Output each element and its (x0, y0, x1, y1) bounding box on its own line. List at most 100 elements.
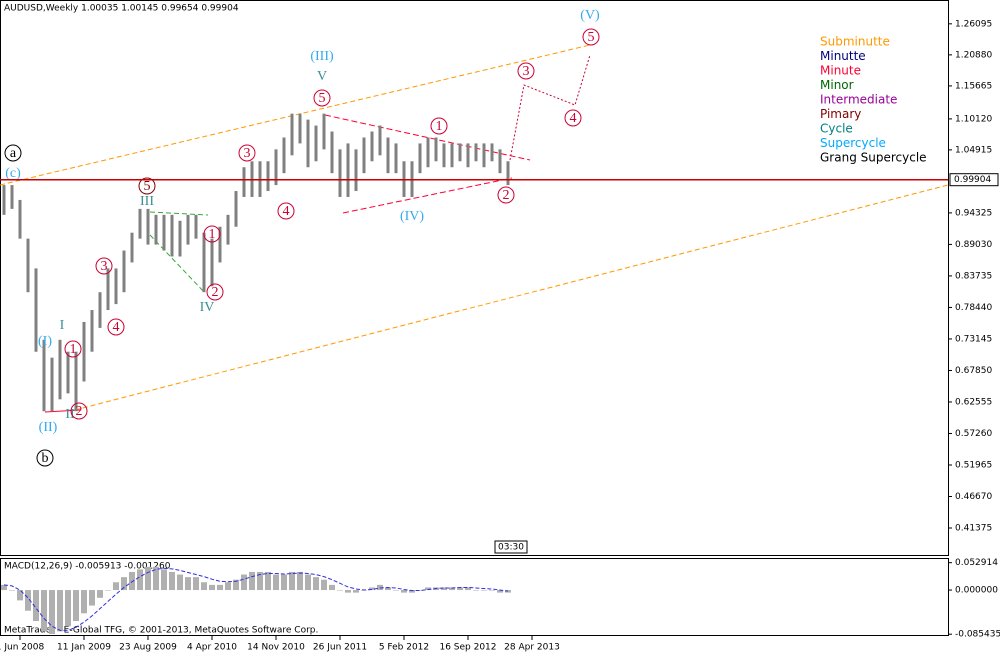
chart-title: AUDUSD,Weekly 1.00035 1.00145 0.99654 0.… (4, 4, 239, 14)
wave-label: (I) (38, 334, 52, 349)
x-tick-label: 26 Jun 2011 (313, 643, 367, 653)
green-line (149, 211, 209, 216)
macd-histogram-bar (169, 571, 175, 591)
triangle-lower (342, 177, 513, 214)
macd-histogram-bar (489, 590, 495, 591)
macd-histogram-bar (97, 590, 103, 598)
x-tick-label: 5 Feb 2012 (379, 643, 429, 653)
macd-histogram-bar (113, 582, 119, 591)
wave-label: III (140, 194, 154, 209)
wave-circle (564, 109, 582, 127)
macd-histogram-bar (161, 569, 167, 591)
y-tick-label: 0.78440 (955, 303, 992, 313)
wave-label: I (60, 318, 65, 333)
macd-y-tick-label: 0.000000 (955, 586, 998, 596)
macd-histogram-bar (185, 577, 191, 591)
macd-histogram-bar (377, 584, 383, 591)
y-tick-label: 0.67850 (955, 366, 992, 376)
y-tick-label: 0.89030 (955, 240, 992, 250)
macd-histogram-bar (57, 590, 63, 632)
wave-label: 3 (244, 146, 251, 161)
wave-circle (64, 340, 82, 358)
wave-label: 1 (436, 119, 443, 134)
macd-histogram-bar (201, 582, 207, 591)
y-tick-label: 1.26095 (955, 19, 992, 29)
macd-histogram-bar (345, 590, 351, 593)
wave-label: 3 (101, 259, 108, 274)
wave-label: 2 (76, 404, 83, 419)
x-tick-label: 11 Jan 2009 (57, 643, 111, 653)
wave-label: 2 (212, 285, 219, 300)
macd-histogram-bar (17, 590, 23, 601)
wave-label: b (42, 451, 49, 466)
legend-entry: Pimary (820, 107, 861, 121)
wave-label: 1 (70, 342, 77, 357)
macd-histogram-bar (121, 577, 127, 591)
y-tick-label: 0.62555 (955, 397, 992, 407)
footer: MetaTrader - E-Global TFG, © 2001-2013, … (4, 626, 318, 636)
legend-entry: Minute (820, 64, 861, 78)
legend-entry: Minutte (820, 49, 866, 63)
macd-frame (0, 558, 949, 636)
macd-histogram-bar (457, 587, 463, 591)
x-tick-label: 1 Jun 2008 (0, 643, 44, 653)
wave-labels: (V)534(III)V51342(IV)a(c)5III312IV4I(I)1… (4, 8, 600, 467)
macd-histogram-bar (193, 577, 199, 591)
macd-histogram-bar (265, 571, 271, 591)
price-bars (2, 113, 510, 412)
macd-histogram-bar (321, 579, 327, 591)
wave-circle (313, 89, 331, 107)
macd-title: MACD(12,26,9) -0.005913 -0.001260 (4, 562, 171, 572)
wave-circle (277, 202, 295, 220)
macd-histogram-bar (257, 571, 263, 591)
legend-entry: Minor (820, 78, 854, 92)
macd-histogram-bar (289, 571, 295, 591)
wave-label: a (10, 146, 17, 161)
wave-circle (582, 28, 600, 46)
green-line (149, 234, 206, 294)
macd-histogram-bar (105, 590, 111, 591)
timer-box (494, 540, 528, 554)
wave-label: 4 (113, 320, 120, 335)
x-tick-label: 28 Apr 2013 (504, 643, 560, 653)
macd-histogram-bar (41, 590, 47, 632)
macd-histogram-bar (473, 590, 479, 591)
wave-label: 5 (319, 91, 326, 106)
macd-histogram-bar (505, 590, 511, 593)
macd-histogram-bar (313, 577, 319, 591)
macd-histogram-bar (393, 590, 399, 591)
macd-histogram-bar (73, 590, 79, 622)
x-tick-label: 4 Apr 2010 (187, 643, 237, 653)
macd-histogram-bar (217, 584, 223, 591)
wave-circle (107, 318, 125, 336)
wave-circle (36, 449, 54, 467)
wave-circle (4, 144, 22, 162)
macd-histogram-bar (273, 574, 279, 591)
wave-label: 4 (283, 204, 290, 219)
wave-circle (203, 225, 221, 243)
macd-histogram-bar (401, 590, 407, 593)
y-tick-label: 0.94325 (955, 208, 992, 218)
macd-y-tick-label: -0.085435 (955, 630, 1000, 640)
y-tick-label: 0.83735 (955, 271, 992, 281)
macd-histogram-bar (297, 571, 303, 591)
macd-histogram-bar (25, 590, 31, 611)
wave-label: 5 (144, 179, 151, 194)
macd-histogram-bar (153, 566, 159, 591)
macd-histogram-bar (9, 590, 15, 591)
projection (509, 54, 591, 161)
wave-circle (238, 144, 256, 162)
wave-label: 3 (523, 64, 530, 79)
macd-histogram-bar (281, 574, 287, 591)
macd-histogram-bar (449, 587, 455, 591)
wave-circle (95, 257, 113, 275)
macd-histogram-bar (65, 590, 71, 627)
legend-entry: Supercycle (820, 136, 886, 150)
macd-histogram-bar (233, 579, 239, 591)
macd-histogram-bar (417, 590, 423, 591)
macd-histogram-bar (177, 574, 183, 591)
wave-circle (138, 177, 156, 195)
y-tick-label: 0.73145 (955, 334, 992, 344)
wave-label: 1 (209, 227, 216, 242)
macd-histogram-bar (33, 590, 39, 622)
